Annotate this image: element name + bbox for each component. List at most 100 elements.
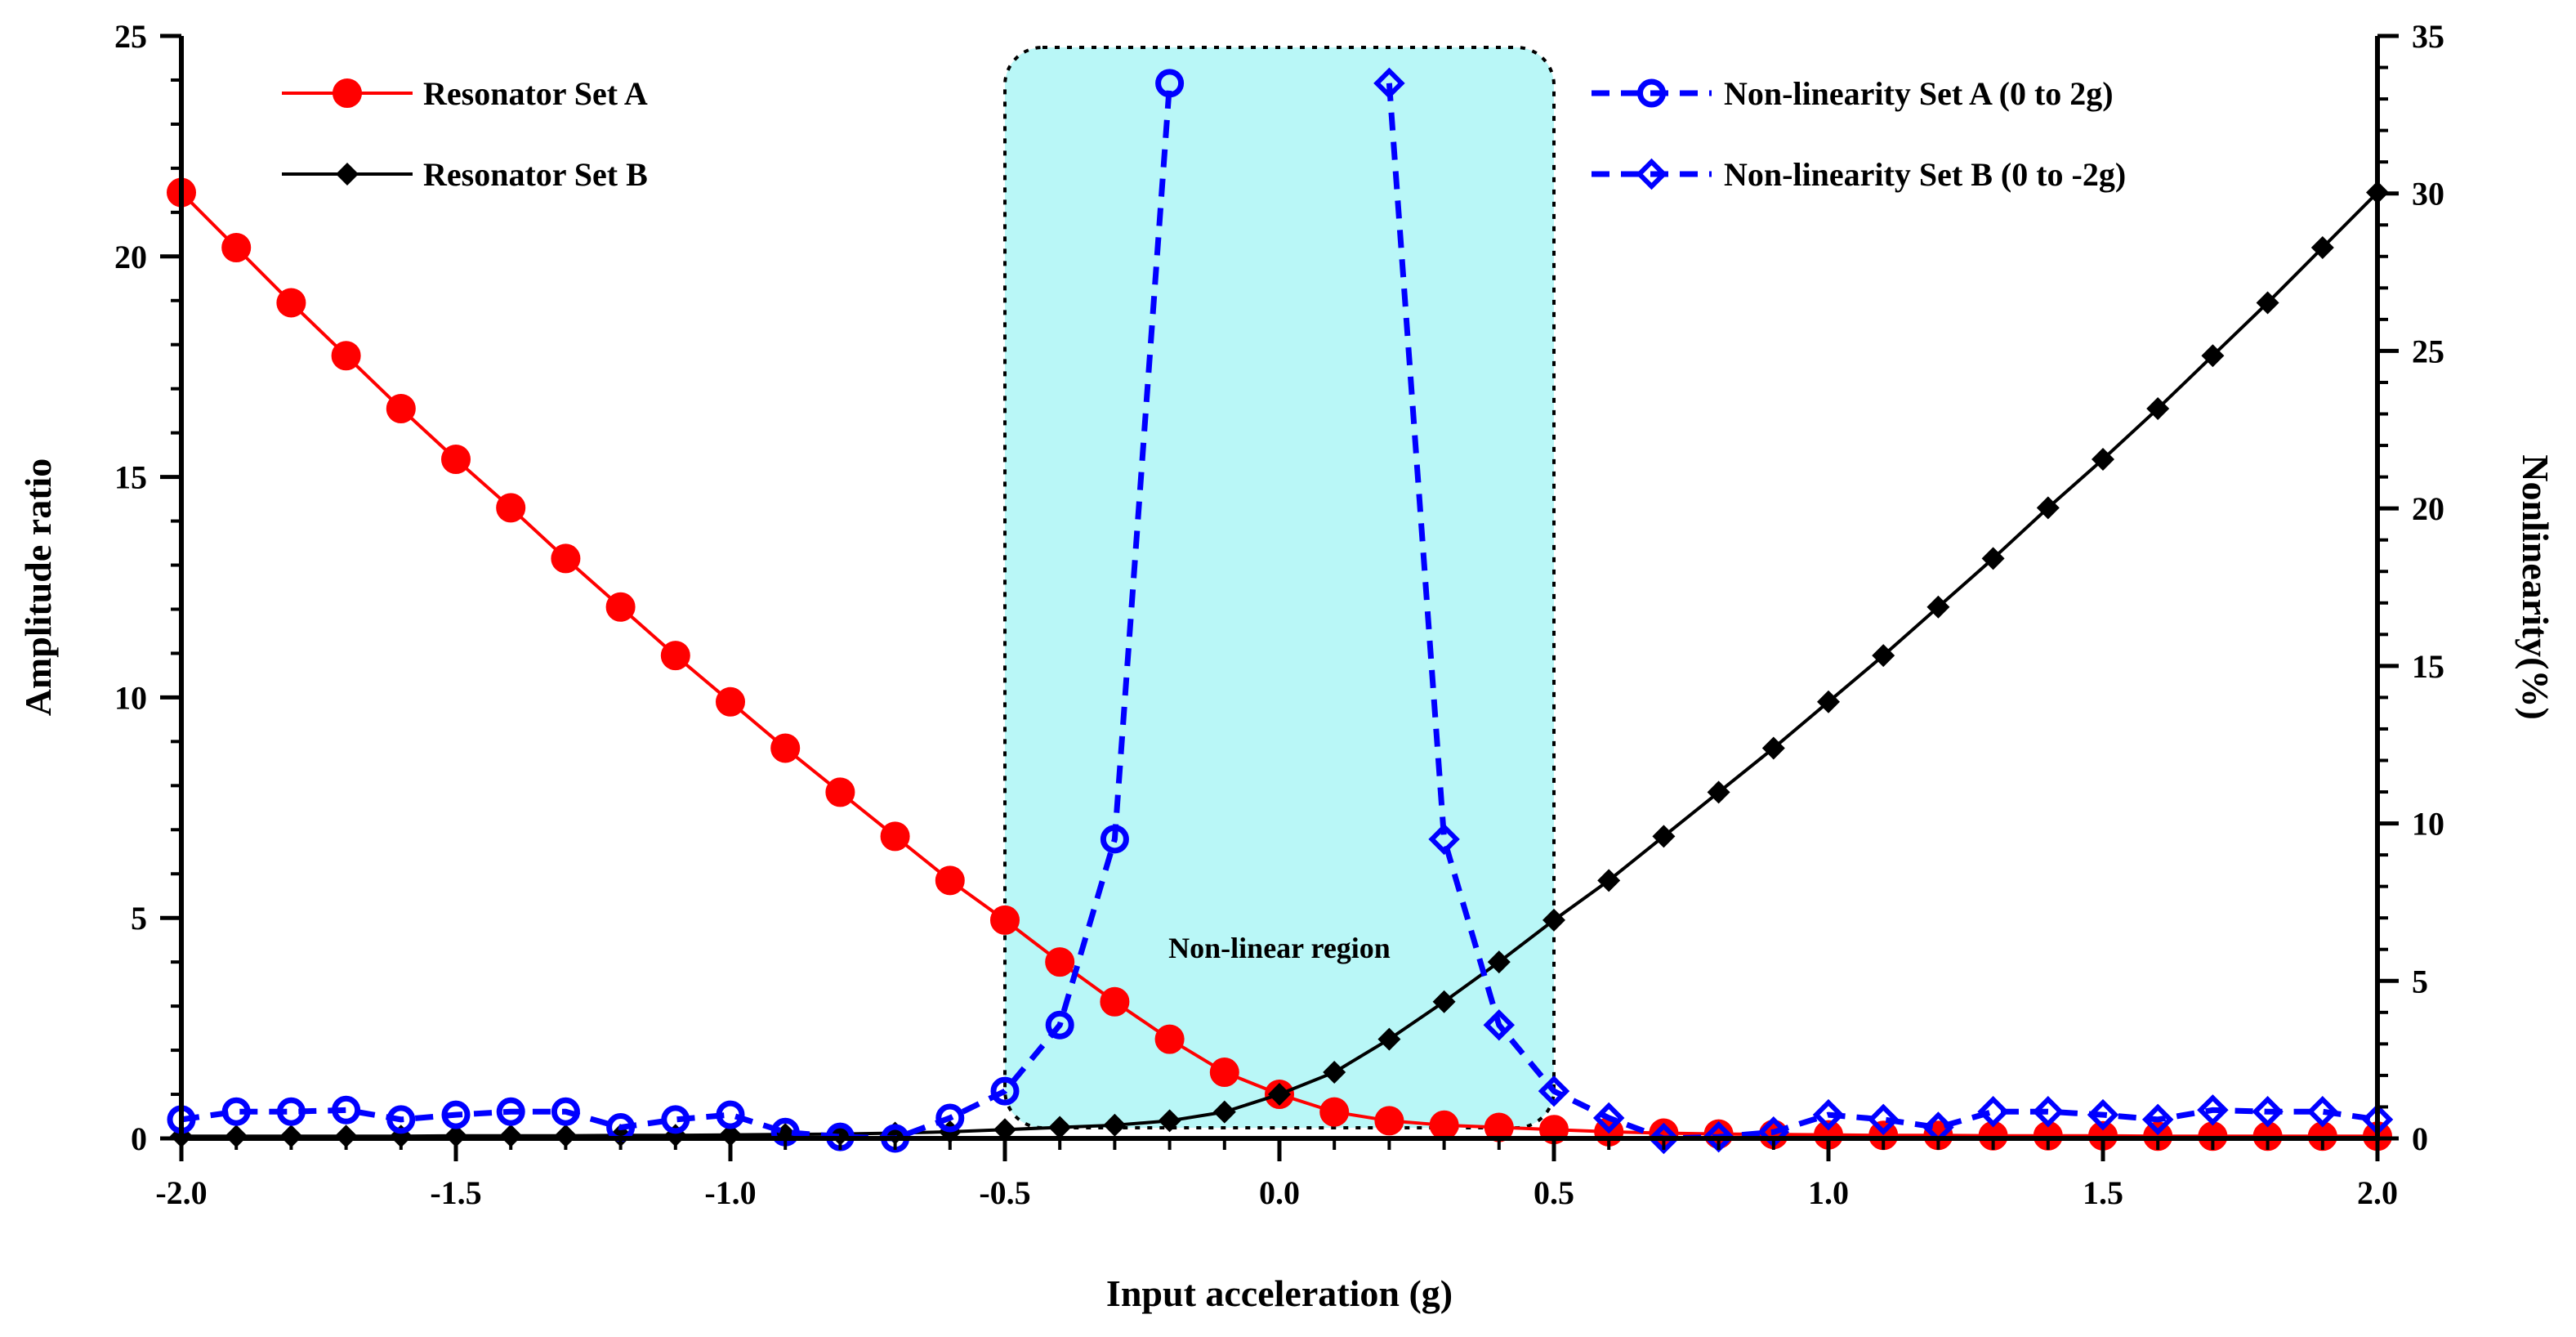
series-4-point-2 bbox=[1483, 1009, 1516, 1041]
y-tick-left-label-4: 20 bbox=[114, 239, 147, 275]
series-3-point-9 bbox=[661, 1105, 690, 1134]
series-3-point-17 bbox=[1100, 825, 1129, 854]
series-2-point-33 bbox=[1981, 547, 2005, 570]
legend-item-1: Resonator Set A bbox=[282, 75, 648, 112]
series-1-point-6 bbox=[496, 493, 526, 523]
series-1-point-12 bbox=[825, 777, 855, 807]
series-4-point-17 bbox=[2306, 1095, 2339, 1128]
series-1-point-13 bbox=[880, 821, 910, 852]
y-tick-right-label-5: 25 bbox=[2412, 333, 2444, 369]
series-2-point-31 bbox=[1872, 644, 1895, 668]
series-3-point-7 bbox=[551, 1097, 580, 1126]
x-tick-label-0: -2.0 bbox=[155, 1174, 207, 1211]
series-3-point-15 bbox=[990, 1076, 1020, 1106]
nonlinear-region-band bbox=[1003, 46, 1556, 1129]
series-2-point-39 bbox=[2310, 236, 2334, 260]
y-tick-left-label-1: 5 bbox=[131, 900, 147, 937]
series-1-point-14 bbox=[935, 865, 965, 896]
series-3-point-16 bbox=[1045, 1010, 1074, 1040]
series-2-point-17 bbox=[1103, 1113, 1127, 1137]
series-1-point-16 bbox=[1045, 947, 1075, 977]
y-tick-right-label-2: 10 bbox=[2412, 806, 2444, 843]
series-1-point-1 bbox=[221, 233, 252, 263]
series-4-point-5 bbox=[1648, 1122, 1680, 1155]
series-4-point-9 bbox=[1867, 1103, 1900, 1136]
series-2-point-36 bbox=[2146, 396, 2170, 420]
series-1-point-17 bbox=[1100, 986, 1130, 1017]
y-tick-left-label-0: 0 bbox=[131, 1120, 147, 1157]
series-1-point-10 bbox=[716, 686, 745, 717]
annotation-nonlinear-region: Non-linear region bbox=[1168, 932, 1391, 964]
series-1-point-9 bbox=[660, 641, 690, 671]
y-tick-right-label-1: 5 bbox=[2412, 963, 2428, 999]
series-1-point-23 bbox=[1429, 1110, 1459, 1140]
series-2-point-6 bbox=[499, 1124, 523, 1147]
series-4-point-13 bbox=[2087, 1098, 2119, 1131]
legend-label-1: Resonator Set A bbox=[423, 75, 648, 112]
series-3-point-2 bbox=[276, 1097, 306, 1126]
series-2-point-22 bbox=[1377, 1027, 1401, 1051]
series-4-point-16 bbox=[2252, 1095, 2284, 1128]
series-4-point-14 bbox=[2141, 1103, 2174, 1136]
series-1-point-11 bbox=[770, 733, 801, 763]
series-2-point-18 bbox=[1158, 1109, 1181, 1133]
series-4 bbox=[1373, 67, 2394, 1155]
series-3-point-5 bbox=[441, 1100, 471, 1129]
series-1-point-15 bbox=[990, 905, 1020, 935]
series-3-point-14 bbox=[935, 1103, 965, 1133]
legend-item-4: Non-linearity Set B (0 to -2g) bbox=[1592, 156, 2126, 193]
series-3-point-3 bbox=[332, 1095, 361, 1125]
x-tick-label-6: 1.0 bbox=[1808, 1174, 1849, 1211]
series-1-point-22 bbox=[1374, 1106, 1404, 1136]
series-2-point-7 bbox=[554, 1124, 578, 1147]
legend-label-2: Resonator Set B bbox=[423, 156, 648, 193]
legend-item-3: Non-linearity Set A (0 to 2g) bbox=[1592, 75, 2114, 112]
legend-item-2: Resonator Set B bbox=[282, 156, 648, 193]
y-tick-right-label-7: 35 bbox=[2412, 18, 2444, 55]
x-tick-label-8: 2.0 bbox=[2357, 1174, 2398, 1211]
series-3-point-6 bbox=[496, 1097, 525, 1126]
series-2-point-32 bbox=[1926, 595, 1950, 619]
y-tick-left-label-3: 15 bbox=[114, 459, 147, 496]
x-tick-label-7: 1.5 bbox=[2083, 1174, 2123, 1211]
legend-marker-2 bbox=[336, 163, 359, 186]
series-2-point-16 bbox=[1048, 1116, 1072, 1139]
series-3-point-10 bbox=[716, 1100, 745, 1129]
legend-marker-3 bbox=[1637, 78, 1666, 108]
y-tick-right-label-4: 20 bbox=[2412, 490, 2444, 527]
series-3-point-4 bbox=[386, 1105, 416, 1134]
legend-marker-1 bbox=[333, 78, 362, 108]
legend-label-4: Non-linearity Set B (0 to -2g) bbox=[1724, 156, 2126, 193]
series-1-point-2 bbox=[276, 288, 306, 318]
series-2-point-35 bbox=[2092, 448, 2114, 472]
series-2-point-15 bbox=[993, 1118, 1016, 1142]
series-4-point-4 bbox=[1592, 1102, 1625, 1134]
x-tick-label-5: 0.5 bbox=[1534, 1174, 1574, 1211]
x-tick-label-3: -0.5 bbox=[979, 1174, 1030, 1211]
series-1-point-5 bbox=[441, 445, 471, 475]
x-tick-label-1: -1.5 bbox=[430, 1174, 481, 1211]
series-4-point-15 bbox=[2197, 1094, 2229, 1126]
series-1-point-7 bbox=[551, 543, 581, 574]
series-4-point-12 bbox=[2032, 1095, 2065, 1128]
series-1-point-4 bbox=[386, 393, 416, 423]
series-2-point-23 bbox=[1432, 990, 1456, 1013]
series-2-point-19 bbox=[1212, 1100, 1236, 1124]
y-axis-title-left: Amplitude ratio bbox=[17, 458, 59, 717]
y-tick-right-label-3: 15 bbox=[2412, 648, 2444, 685]
legend-label-3: Non-linearity Set A (0 to 2g) bbox=[1724, 75, 2114, 112]
series-2-point-38 bbox=[2256, 291, 2279, 315]
series-1-point-21 bbox=[1319, 1097, 1350, 1127]
series-2-point-20 bbox=[1268, 1083, 1291, 1107]
series-2-point-8 bbox=[609, 1124, 632, 1147]
series-2-point-28 bbox=[1707, 780, 1730, 804]
series-1-point-18 bbox=[1154, 1024, 1185, 1054]
series-2-point-25 bbox=[1542, 908, 1565, 932]
series-2-point-26 bbox=[1597, 869, 1621, 892]
series-2-point-34 bbox=[2036, 496, 2060, 520]
series-1-point-3 bbox=[331, 341, 361, 371]
y-axis-title-right: Nonlinearity(%) bbox=[2515, 454, 2556, 720]
x-tick-label-2: -1.0 bbox=[704, 1174, 756, 1211]
